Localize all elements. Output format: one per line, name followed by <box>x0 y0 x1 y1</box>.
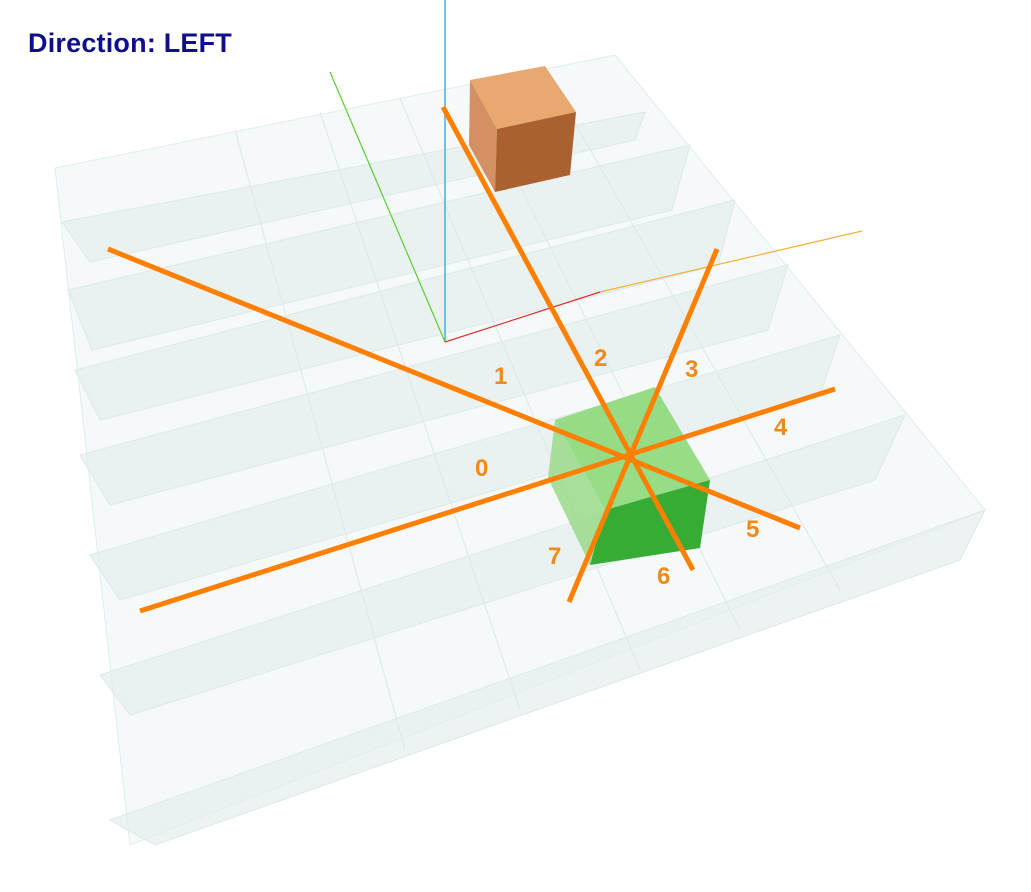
column-line-4 <box>544 69 841 591</box>
direction-rays <box>107 105 836 614</box>
grid-axis-line <box>599 230 863 293</box>
direction-label-6[interactable]: 6 <box>657 563 670 590</box>
direction-label-1[interactable]: 1 <box>494 363 507 390</box>
direction-ray-2-6 <box>440 105 696 572</box>
direction-label-7[interactable]: 7 <box>548 543 561 570</box>
x-axis-line <box>444 291 601 343</box>
direction-ray-3-7 <box>566 248 720 603</box>
direction-label-4[interactable]: 4 <box>774 414 788 441</box>
y-axis-line <box>329 71 446 343</box>
direction-indicator: Direction: LEFT <box>28 28 232 58</box>
world-axes <box>329 0 863 343</box>
direction-label-2[interactable]: 2 <box>594 345 607 372</box>
direction-ray-1-5 <box>107 246 801 531</box>
column-line-1 <box>319 111 521 711</box>
agent-cube-left <box>548 420 605 565</box>
target-cube-left <box>469 80 497 192</box>
direction-labels: 0 1 2 3 4 5 6 7 <box>475 345 788 590</box>
direction-label-0[interactable]: 0 <box>475 455 488 482</box>
target-cube <box>469 66 576 192</box>
row-band-6 <box>108 509 987 846</box>
target-cube-top <box>470 66 576 129</box>
target-cube-front <box>495 112 576 192</box>
column-line-2 <box>399 97 641 671</box>
direction-ray-0-4 <box>139 386 836 614</box>
direction-label-5[interactable]: 5 <box>746 516 759 543</box>
column-line-0 <box>234 129 406 751</box>
direction-label-3[interactable]: 3 <box>685 356 698 383</box>
row-band-1 <box>67 144 691 351</box>
row-band-3 <box>79 264 789 506</box>
